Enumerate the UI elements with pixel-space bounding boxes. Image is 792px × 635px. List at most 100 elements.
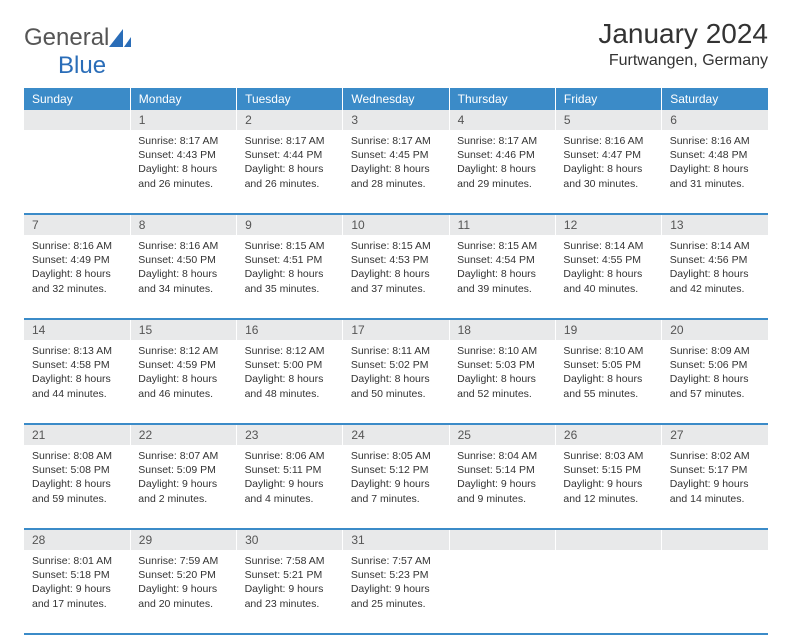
- day-number: 6: [662, 110, 768, 130]
- day-content: Sunrise: 8:17 AMSunset: 4:45 PMDaylight:…: [343, 130, 449, 197]
- sunset-text: Sunset: 5:08 PM: [32, 463, 122, 477]
- day-number: 26: [555, 424, 661, 445]
- day-number: 29: [130, 529, 236, 550]
- day-number: 17: [343, 319, 449, 340]
- day-number: 11: [449, 214, 555, 235]
- day-content: Sunrise: 8:17 AMSunset: 4:43 PMDaylight:…: [130, 130, 236, 197]
- sunrise-text: Sunrise: 8:16 AM: [32, 239, 122, 253]
- day-number: 5: [555, 110, 661, 130]
- daylight1-text: Daylight: 9 hours: [351, 582, 441, 596]
- sunrise-text: Sunrise: 8:06 AM: [245, 449, 335, 463]
- sunset-text: Sunset: 4:56 PM: [670, 253, 760, 267]
- logo-text: General Blue: [24, 24, 131, 80]
- sunset-text: Sunset: 5:03 PM: [457, 358, 547, 372]
- header: General Blue January 2024 Furtwangen, Ge…: [24, 18, 768, 80]
- daylight1-text: Daylight: 9 hours: [670, 477, 760, 491]
- daylight2-text: and 31 minutes.: [670, 177, 760, 191]
- sunset-text: Sunset: 4:53 PM: [351, 253, 441, 267]
- day-cell: Sunrise: 8:15 AMSunset: 4:51 PMDaylight:…: [237, 235, 343, 319]
- sunset-text: Sunset: 4:59 PM: [138, 358, 228, 372]
- day-number: 22: [130, 424, 236, 445]
- day-content: Sunrise: 8:02 AMSunset: 5:17 PMDaylight:…: [662, 445, 768, 512]
- day-cell: Sunrise: 7:58 AMSunset: 5:21 PMDaylight:…: [237, 550, 343, 634]
- day-cell: Sunrise: 8:01 AMSunset: 5:18 PMDaylight:…: [24, 550, 130, 634]
- sunset-text: Sunset: 4:58 PM: [32, 358, 122, 372]
- daylight1-text: Daylight: 8 hours: [351, 162, 441, 176]
- weekday-header: Tuesday: [237, 88, 343, 110]
- daynum-row: 14151617181920: [24, 319, 768, 340]
- day-cell: Sunrise: 8:04 AMSunset: 5:14 PMDaylight:…: [449, 445, 555, 529]
- sunset-text: Sunset: 5:17 PM: [670, 463, 760, 477]
- weekday-header: Monday: [130, 88, 236, 110]
- sunset-text: Sunset: 5:11 PM: [245, 463, 335, 477]
- sunrise-text: Sunrise: 8:16 AM: [563, 134, 653, 148]
- daylight1-text: Daylight: 8 hours: [670, 372, 760, 386]
- day-content: Sunrise: 8:16 AMSunset: 4:47 PMDaylight:…: [555, 130, 661, 197]
- day-cell: Sunrise: 8:16 AMSunset: 4:49 PMDaylight:…: [24, 235, 130, 319]
- week-row: Sunrise: 8:16 AMSunset: 4:49 PMDaylight:…: [24, 235, 768, 319]
- day-cell: Sunrise: 8:17 AMSunset: 4:44 PMDaylight:…: [237, 130, 343, 214]
- daylight1-text: Daylight: 8 hours: [351, 267, 441, 281]
- daylight2-text: and 9 minutes.: [457, 492, 547, 506]
- day-number: [24, 110, 130, 130]
- day-cell: [662, 550, 768, 634]
- day-number: [662, 529, 768, 550]
- week-row: Sunrise: 8:01 AMSunset: 5:18 PMDaylight:…: [24, 550, 768, 634]
- day-cell: Sunrise: 7:57 AMSunset: 5:23 PMDaylight:…: [343, 550, 449, 634]
- day-cell: Sunrise: 8:17 AMSunset: 4:46 PMDaylight:…: [449, 130, 555, 214]
- day-content: Sunrise: 8:11 AMSunset: 5:02 PMDaylight:…: [343, 340, 449, 407]
- logo-general: General: [24, 24, 109, 51]
- day-number: 1: [130, 110, 236, 130]
- sunrise-text: Sunrise: 8:16 AM: [138, 239, 228, 253]
- day-cell: Sunrise: 8:12 AMSunset: 4:59 PMDaylight:…: [130, 340, 236, 424]
- sunset-text: Sunset: 5:14 PM: [457, 463, 547, 477]
- daylight1-text: Daylight: 8 hours: [245, 372, 335, 386]
- day-content: Sunrise: 8:04 AMSunset: 5:14 PMDaylight:…: [449, 445, 555, 512]
- daylight2-text: and 4 minutes.: [245, 492, 335, 506]
- sunrise-text: Sunrise: 8:17 AM: [245, 134, 335, 148]
- sunrise-text: Sunrise: 8:14 AM: [563, 239, 653, 253]
- daylight2-text: and 59 minutes.: [32, 492, 122, 506]
- day-number: [449, 529, 555, 550]
- daynum-row: 78910111213: [24, 214, 768, 235]
- day-number: 3: [343, 110, 449, 130]
- day-cell: [555, 550, 661, 634]
- day-cell: Sunrise: 8:15 AMSunset: 4:54 PMDaylight:…: [449, 235, 555, 319]
- sunrise-text: Sunrise: 8:15 AM: [245, 239, 335, 253]
- logo: General Blue: [24, 24, 131, 80]
- sunrise-text: Sunrise: 8:12 AM: [138, 344, 228, 358]
- daylight1-text: Daylight: 8 hours: [457, 162, 547, 176]
- daylight1-text: Daylight: 8 hours: [245, 162, 335, 176]
- daylight2-text: and 23 minutes.: [245, 597, 335, 611]
- calendar-table: Sunday Monday Tuesday Wednesday Thursday…: [24, 88, 768, 635]
- daylight1-text: Daylight: 8 hours: [138, 372, 228, 386]
- daylight1-text: Daylight: 8 hours: [563, 372, 653, 386]
- sunset-text: Sunset: 5:21 PM: [245, 568, 335, 582]
- daylight2-text: and 25 minutes.: [351, 597, 441, 611]
- daylight1-text: Daylight: 9 hours: [138, 477, 228, 491]
- sunset-text: Sunset: 5:09 PM: [138, 463, 228, 477]
- daylight2-text: and 40 minutes.: [563, 282, 653, 296]
- sunrise-text: Sunrise: 8:09 AM: [670, 344, 760, 358]
- daynum-row: 28293031: [24, 529, 768, 550]
- day-number: 2: [237, 110, 343, 130]
- sunrise-text: Sunrise: 7:58 AM: [245, 554, 335, 568]
- day-cell: Sunrise: 8:16 AMSunset: 4:50 PMDaylight:…: [130, 235, 236, 319]
- day-cell: Sunrise: 8:07 AMSunset: 5:09 PMDaylight:…: [130, 445, 236, 529]
- daylight2-text: and 30 minutes.: [563, 177, 653, 191]
- day-cell: Sunrise: 8:14 AMSunset: 4:55 PMDaylight:…: [555, 235, 661, 319]
- sunrise-text: Sunrise: 8:08 AM: [32, 449, 122, 463]
- day-cell: Sunrise: 8:10 AMSunset: 5:05 PMDaylight:…: [555, 340, 661, 424]
- sunset-text: Sunset: 4:54 PM: [457, 253, 547, 267]
- sunset-text: Sunset: 5:20 PM: [138, 568, 228, 582]
- day-number: 14: [24, 319, 130, 340]
- daylight2-text: and 50 minutes.: [351, 387, 441, 401]
- daylight2-text: and 17 minutes.: [32, 597, 122, 611]
- sunrise-text: Sunrise: 8:15 AM: [457, 239, 547, 253]
- sunset-text: Sunset: 4:50 PM: [138, 253, 228, 267]
- day-number: 4: [449, 110, 555, 130]
- day-content: Sunrise: 7:57 AMSunset: 5:23 PMDaylight:…: [343, 550, 449, 617]
- weekday-header: Wednesday: [343, 88, 449, 110]
- daylight1-text: Daylight: 8 hours: [563, 267, 653, 281]
- sunset-text: Sunset: 4:48 PM: [670, 148, 760, 162]
